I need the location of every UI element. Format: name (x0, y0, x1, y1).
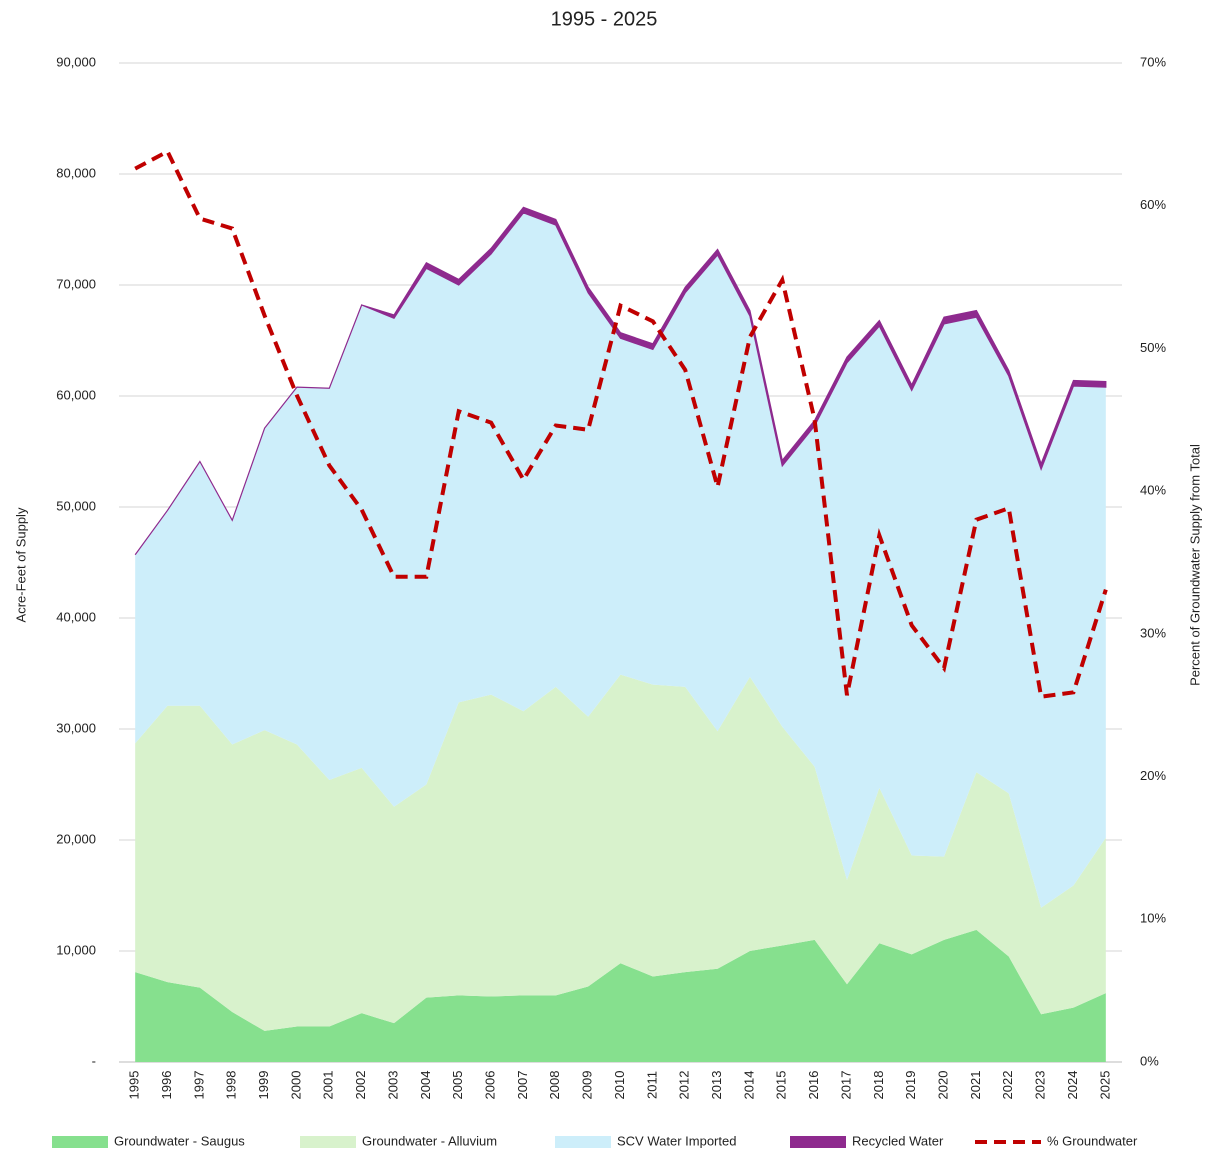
x-tick-label: 2020 (935, 1071, 950, 1100)
x-tick-label: 2001 (321, 1071, 336, 1100)
x-tick-label: 2025 (1097, 1071, 1112, 1100)
x-tick-label: 1995 (127, 1071, 142, 1100)
x-tick-label: 2005 (450, 1071, 465, 1100)
x-tick-label: 2016 (806, 1071, 821, 1100)
x-tick-label: 2008 (547, 1071, 562, 1100)
y2-tick-label: 10% (1140, 911, 1166, 926)
area (135, 929, 1106, 1062)
y-tick-label: 90,000 (56, 54, 96, 69)
y2-tick-label: 70% (1140, 54, 1166, 69)
x-tick-label: 1998 (224, 1071, 239, 1100)
x-tick-label: 2003 (385, 1071, 400, 1100)
x-tick-label: 2000 (288, 1071, 303, 1100)
legend-label: Groundwater - Saugus (114, 1133, 245, 1148)
area (134, 206, 1107, 556)
x-tick-label: 2007 (515, 1071, 530, 1100)
x-tick-label: 2014 (741, 1071, 756, 1100)
x-tick-label: 2011 (644, 1071, 659, 1099)
x-tick-label: 2012 (677, 1071, 692, 1100)
y2-tick-label: 30% (1140, 625, 1166, 640)
x-tick-label: 2015 (774, 1071, 789, 1100)
legend-swatch (555, 1136, 611, 1148)
legend-swatch (790, 1136, 846, 1148)
x-tick-label: 2009 (580, 1071, 595, 1100)
x-tick-label: 2004 (418, 1071, 433, 1100)
x-tick-label: 2010 (612, 1071, 627, 1100)
x-tick-label: 1996 (159, 1071, 174, 1100)
legend-swatch (52, 1136, 108, 1148)
y-tick-label: 80,000 (56, 165, 96, 180)
y-axis-label: Acre-Feet of Supply (13, 507, 28, 622)
area (135, 212, 1106, 908)
x-tick-label: 2021 (968, 1071, 983, 1100)
y2-tick-label: 40% (1140, 483, 1166, 498)
y2-axis-label: Percent of Groundwater Supply from Total (1187, 444, 1202, 686)
x-tick-label: 2002 (353, 1071, 368, 1100)
legend-swatch (300, 1136, 356, 1148)
y2-tick-label: 20% (1140, 768, 1166, 783)
x-tick-label: 2019 (903, 1071, 918, 1100)
y-tick-label: 70,000 (56, 276, 96, 291)
legend-label: Groundwater - Alluvium (362, 1133, 497, 1148)
x-tick-label: 2024 (1065, 1071, 1080, 1100)
x-tick-label: 2022 (1000, 1071, 1015, 1100)
y2-tick-label: 0% (1140, 1053, 1159, 1068)
legend-label: % Groundwater (1047, 1133, 1138, 1148)
y-tick-label: 20,000 (56, 831, 96, 846)
y-tick-label: 30,000 (56, 720, 96, 735)
y-tick-label: - (92, 1053, 96, 1068)
y-tick-label: 40,000 (56, 609, 96, 624)
y2-tick-label: 60% (1140, 197, 1166, 212)
y2-tick-label: 50% (1140, 340, 1166, 355)
y-tick-label: 50,000 (56, 498, 96, 513)
y-tick-label: 60,000 (56, 387, 96, 402)
chart-title: 1995 - 2025 (551, 8, 658, 30)
area (135, 674, 1106, 1031)
x-tick-label: 2013 (709, 1071, 724, 1100)
x-tick-label: 1997 (191, 1071, 206, 1100)
x-tick-label: 1999 (256, 1071, 271, 1100)
x-tick-label: 2018 (871, 1071, 886, 1100)
x-tick-label: 2006 (483, 1071, 498, 1100)
y-tick-label: 10,000 (56, 942, 96, 957)
x-tick-label: 2017 (838, 1071, 853, 1100)
x-tick-label: 2023 (1033, 1071, 1048, 1100)
line (134, 148, 1108, 699)
legend-label: SCV Water Imported (617, 1133, 736, 1148)
legend-label: Recycled Water (852, 1133, 944, 1148)
